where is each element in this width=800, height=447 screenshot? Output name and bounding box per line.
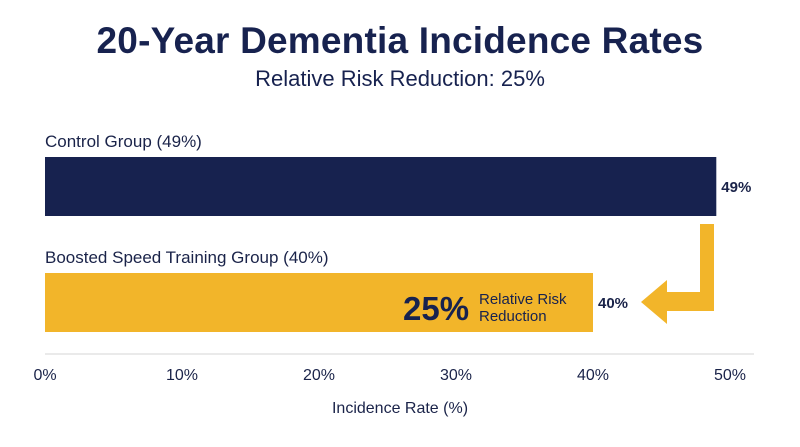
x-axis-title: Incidence Rate (%) <box>332 400 468 417</box>
x-tick-label: 40% <box>577 367 609 384</box>
annotation-rrr-label-line1: Relative Risk <box>479 291 567 308</box>
chart-subtitle: Relative Risk Reduction: 25% <box>255 66 545 91</box>
annotation-rrr-label-line2: Reduction <box>479 308 547 325</box>
value-label-control: 49% <box>721 179 751 196</box>
chart-title: 20-Year Dementia Incidence Rates <box>96 20 704 61</box>
value-label-boosted: 40% <box>598 295 628 312</box>
x-tick-label: 30% <box>440 367 472 384</box>
reduction-arrow <box>641 224 714 324</box>
x-tick-label: 20% <box>303 367 335 384</box>
bar-boosted-group <box>45 273 593 332</box>
x-tick-label: 50% <box>714 367 746 384</box>
category-label-boosted: Boosted Speed Training Group (40%) <box>45 248 329 267</box>
category-label-control: Control Group (49%) <box>45 132 202 151</box>
x-tick-label: 10% <box>166 367 198 384</box>
x-tick-label: 0% <box>33 367 56 384</box>
bar-control-group <box>45 157 717 216</box>
annotation-rrr-value: 25% <box>403 290 469 327</box>
